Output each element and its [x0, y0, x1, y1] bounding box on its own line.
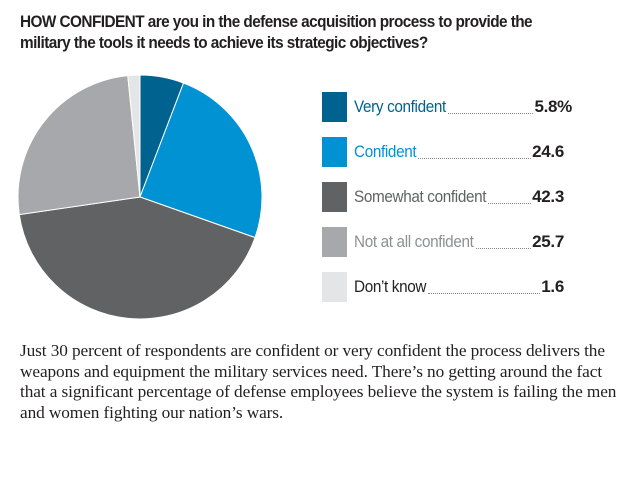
- legend-swatch: [322, 227, 347, 257]
- pie-slice-not-at-all-confident: [17, 75, 141, 216]
- legend-leader-dots: [447, 113, 534, 114]
- legend-swatch: [322, 182, 347, 212]
- legend-item: Confident 24.6: [322, 137, 572, 169]
- pie-slice-confident: [139, 82, 263, 239]
- legend-leader-dots: [428, 293, 541, 294]
- legend-swatch: [322, 137, 347, 167]
- legend-label: Not at all confident: [354, 232, 474, 251]
- pie-slice-don-t-know: [127, 74, 141, 198]
- chart-title-bold: HOW CONFIDENT: [20, 13, 145, 31]
- legend-item: Somewhat confident 42.3: [322, 182, 572, 214]
- chart-title-rest: are you in the defense acquisition proce…: [20, 13, 533, 52]
- legend-value: 42.3: [532, 187, 564, 206]
- legend-label: Confident: [354, 142, 417, 161]
- legend-label: Somewhat confident: [354, 187, 487, 206]
- legend-value: 25.7: [532, 232, 564, 251]
- pie-chart: [17, 74, 263, 320]
- legend-value: 5.8%: [534, 97, 572, 116]
- legend-label: Very confident: [354, 97, 446, 116]
- legend-item: Not at all confident 25.7: [322, 227, 572, 259]
- pie-slice-somewhat-confident: [18, 196, 256, 320]
- legend-swatch: [322, 92, 347, 122]
- legend-value: 24.6: [532, 142, 564, 161]
- legend-leader-dots: [488, 203, 532, 204]
- legend-item: Very confident 5.8%: [322, 92, 572, 124]
- legend-item: Don’t know 1.6: [322, 272, 572, 304]
- legend-leader-dots: [475, 248, 532, 249]
- legend-leader-dots: [418, 158, 532, 159]
- legend-label: Don’t know: [354, 277, 427, 296]
- chart-title: HOW CONFIDENT are you in the defense acq…: [20, 12, 569, 54]
- body-text: Just 30 percent of respondents are confi…: [20, 341, 617, 422]
- pie-slices: [17, 74, 263, 320]
- legend-swatch: [322, 272, 347, 302]
- legend-value: 1.6: [541, 277, 564, 296]
